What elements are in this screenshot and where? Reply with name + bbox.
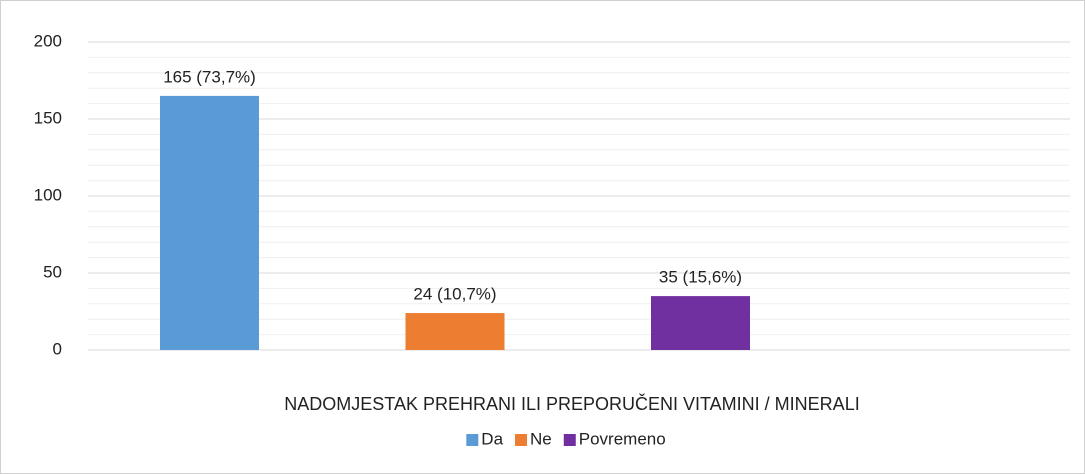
legend-label: Da xyxy=(481,429,503,448)
legend-swatch xyxy=(515,434,528,446)
bar xyxy=(405,313,505,350)
legend-swatch xyxy=(466,434,479,446)
y-tick-label: 0 xyxy=(53,339,62,358)
data-label: 24 (10,7%) xyxy=(413,285,496,304)
legend-label: Povremeno xyxy=(579,429,666,448)
data-label: 35 (15,6%) xyxy=(659,268,742,287)
x-tick-label: NADOMJESTAK PREHRANI ILI PREPORUČENI VIT… xyxy=(284,393,859,414)
bar xyxy=(160,95,259,351)
legend-label: Ne xyxy=(530,429,552,448)
data-label: 165 (73,7%) xyxy=(163,67,256,86)
legend-swatch xyxy=(563,434,576,446)
y-tick-label: 200 xyxy=(34,31,62,50)
bar xyxy=(651,296,750,350)
y-tick-label: 100 xyxy=(34,185,62,204)
y-tick-label: 150 xyxy=(34,108,62,127)
y-tick-label: 50 xyxy=(43,262,62,281)
